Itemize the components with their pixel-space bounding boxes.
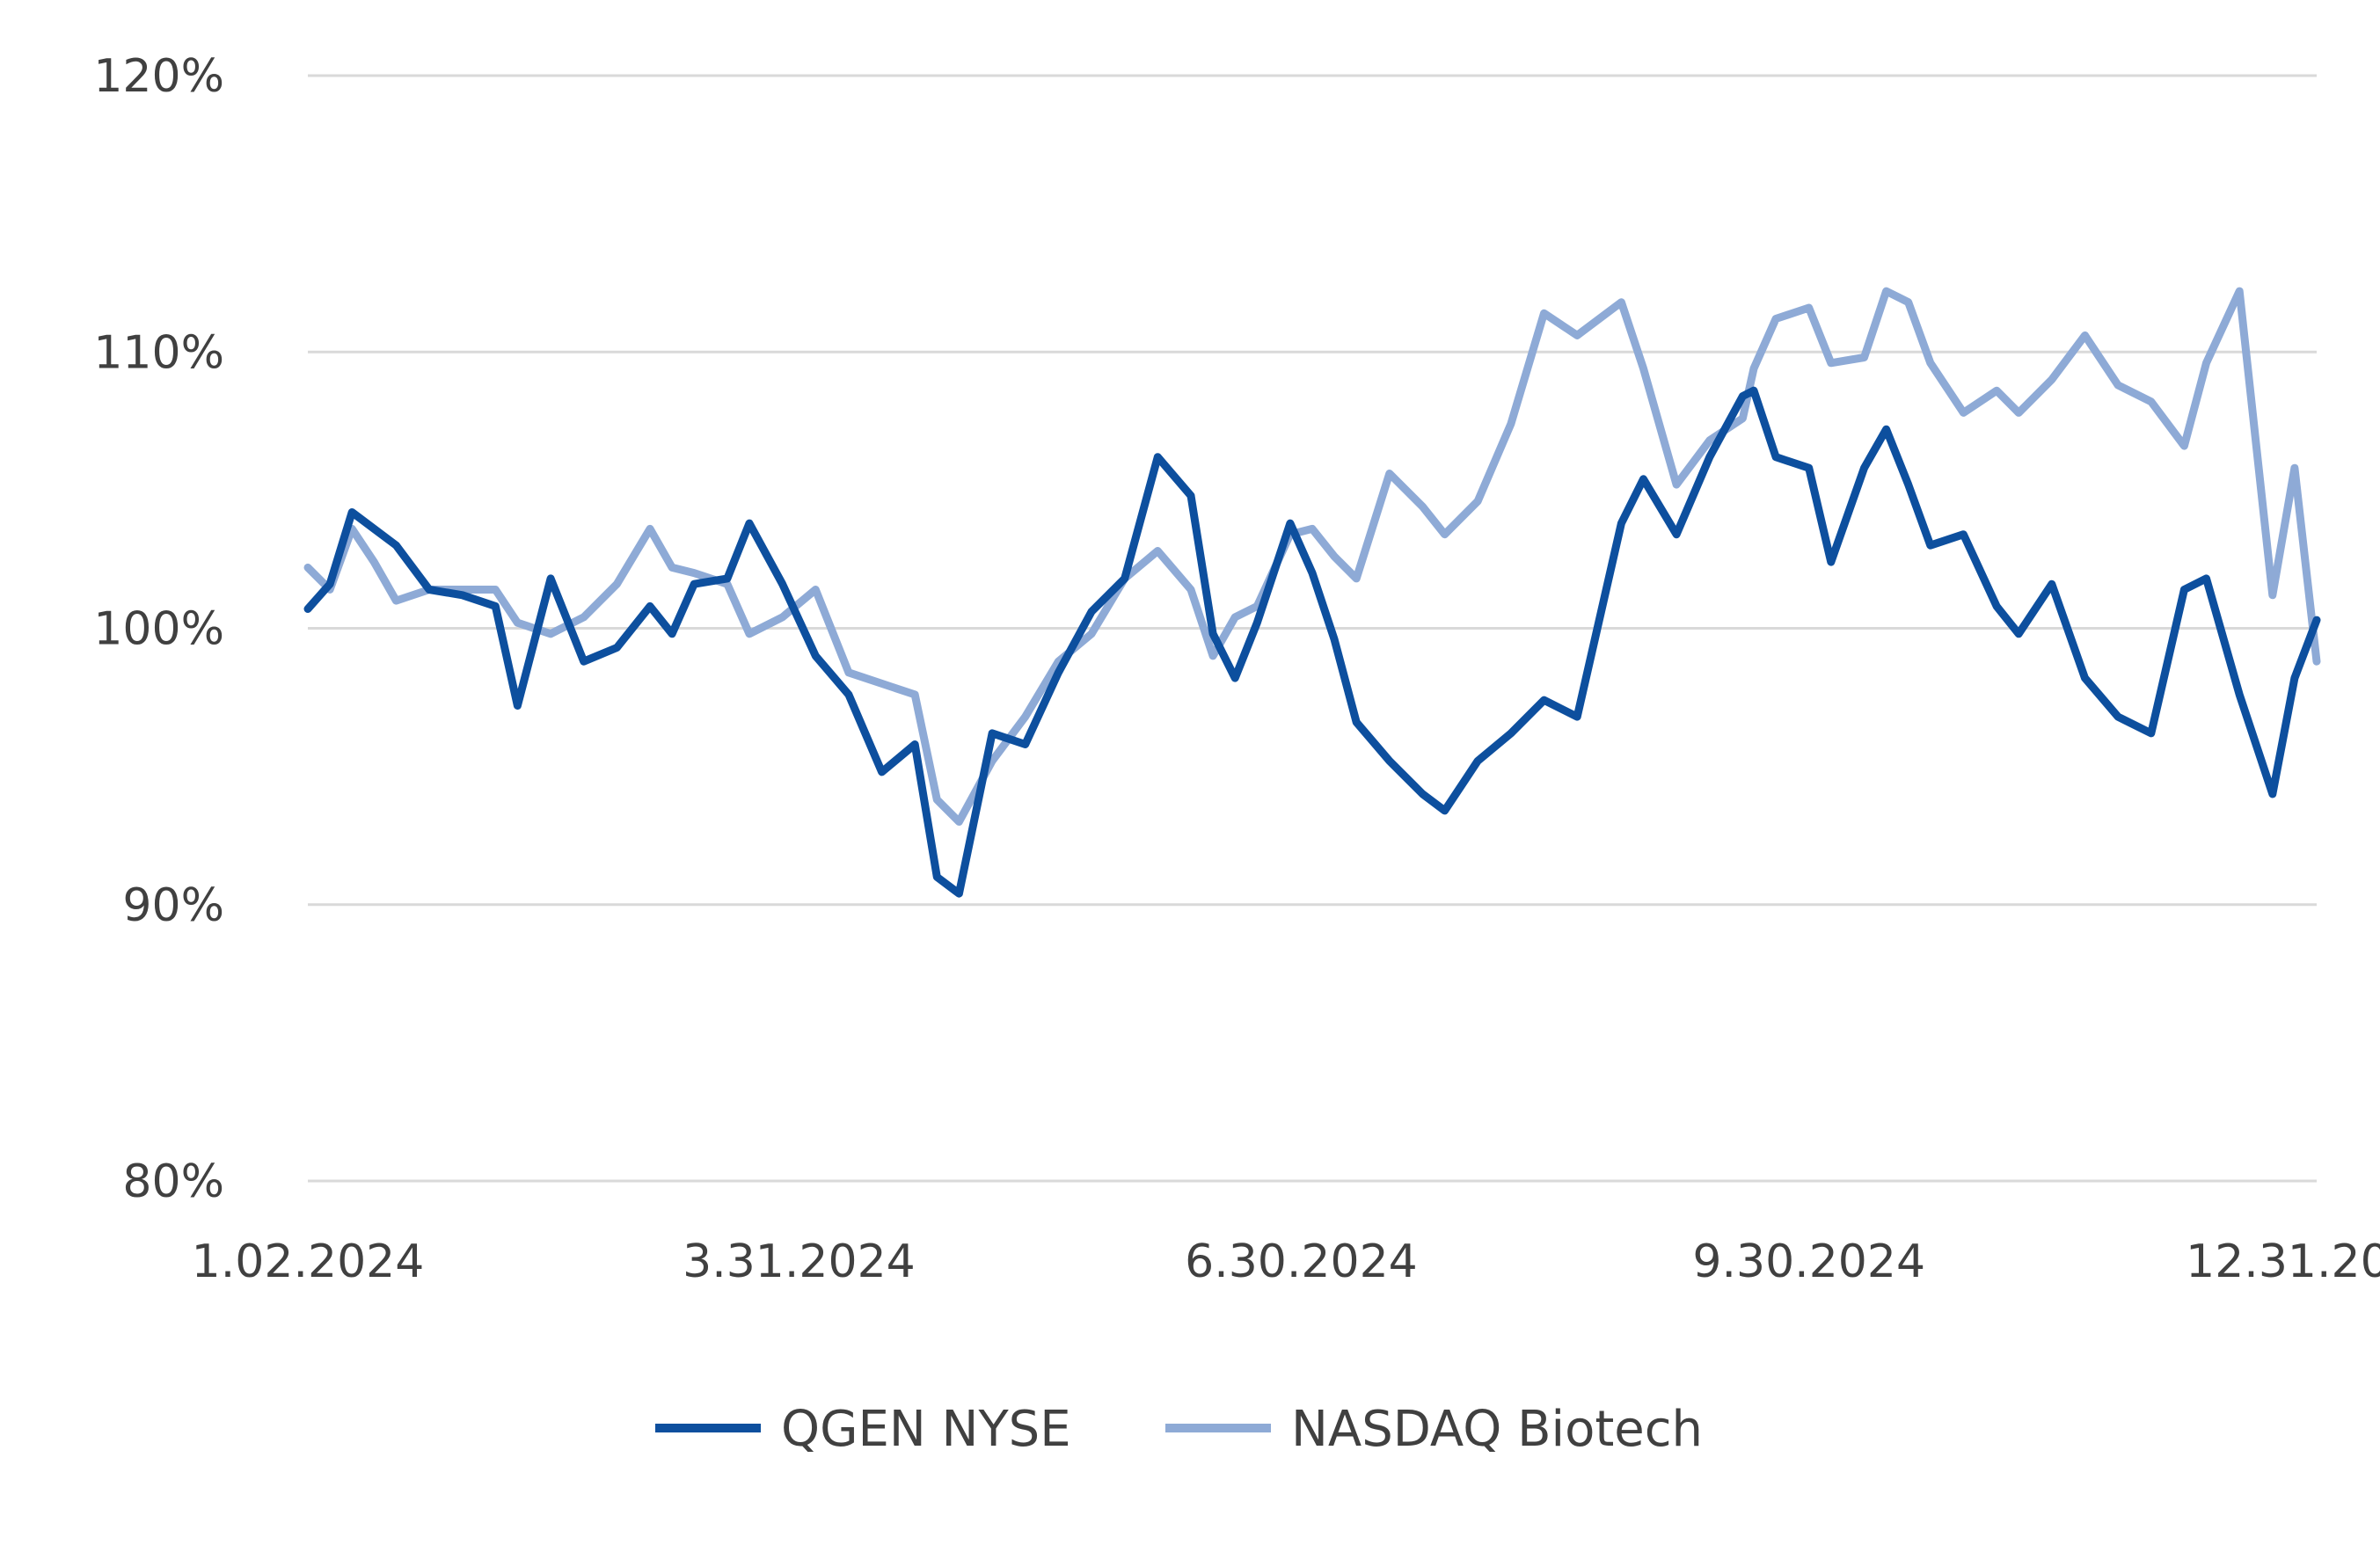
y-tick-label: 90% [122, 879, 224, 932]
y-tick-label: 120% [93, 50, 224, 103]
y-tick-label: 80% [122, 1155, 224, 1208]
x-tick-label: 12.31.2024 [2186, 1235, 2380, 1288]
legend-label: NASDAQ Biotech [1291, 1401, 1703, 1458]
x-tick-label: 9.30.2024 [1692, 1235, 1925, 1288]
x-axis-tick-labels: 1.02.2024 3.31.2024 6.30.2024 9.30.2024 12.3… [192, 1235, 2380, 1288]
legend-label: QGEN NYSE [781, 1401, 1071, 1458]
series-line-nasdaq-biotech [303, 287, 2321, 826]
legend: QGEN NYSE NASDAQ Biotech [655, 1401, 1703, 1458]
y-axis-tick-labels: 80% 90% 100% 110% 120% [93, 50, 224, 1208]
y-tick-label: 100% [93, 603, 224, 656]
y-tick-label: 110% [93, 326, 224, 379]
x-tick-label: 1.02.2024 [192, 1235, 425, 1288]
x-tick-label: 3.31.2024 [683, 1235, 916, 1288]
x-tick-label: 6.30.2024 [1185, 1235, 1418, 1288]
series-line-qgen-nyse [303, 386, 2321, 898]
series-lines [303, 287, 2321, 898]
gridlines [308, 74, 2317, 1183]
